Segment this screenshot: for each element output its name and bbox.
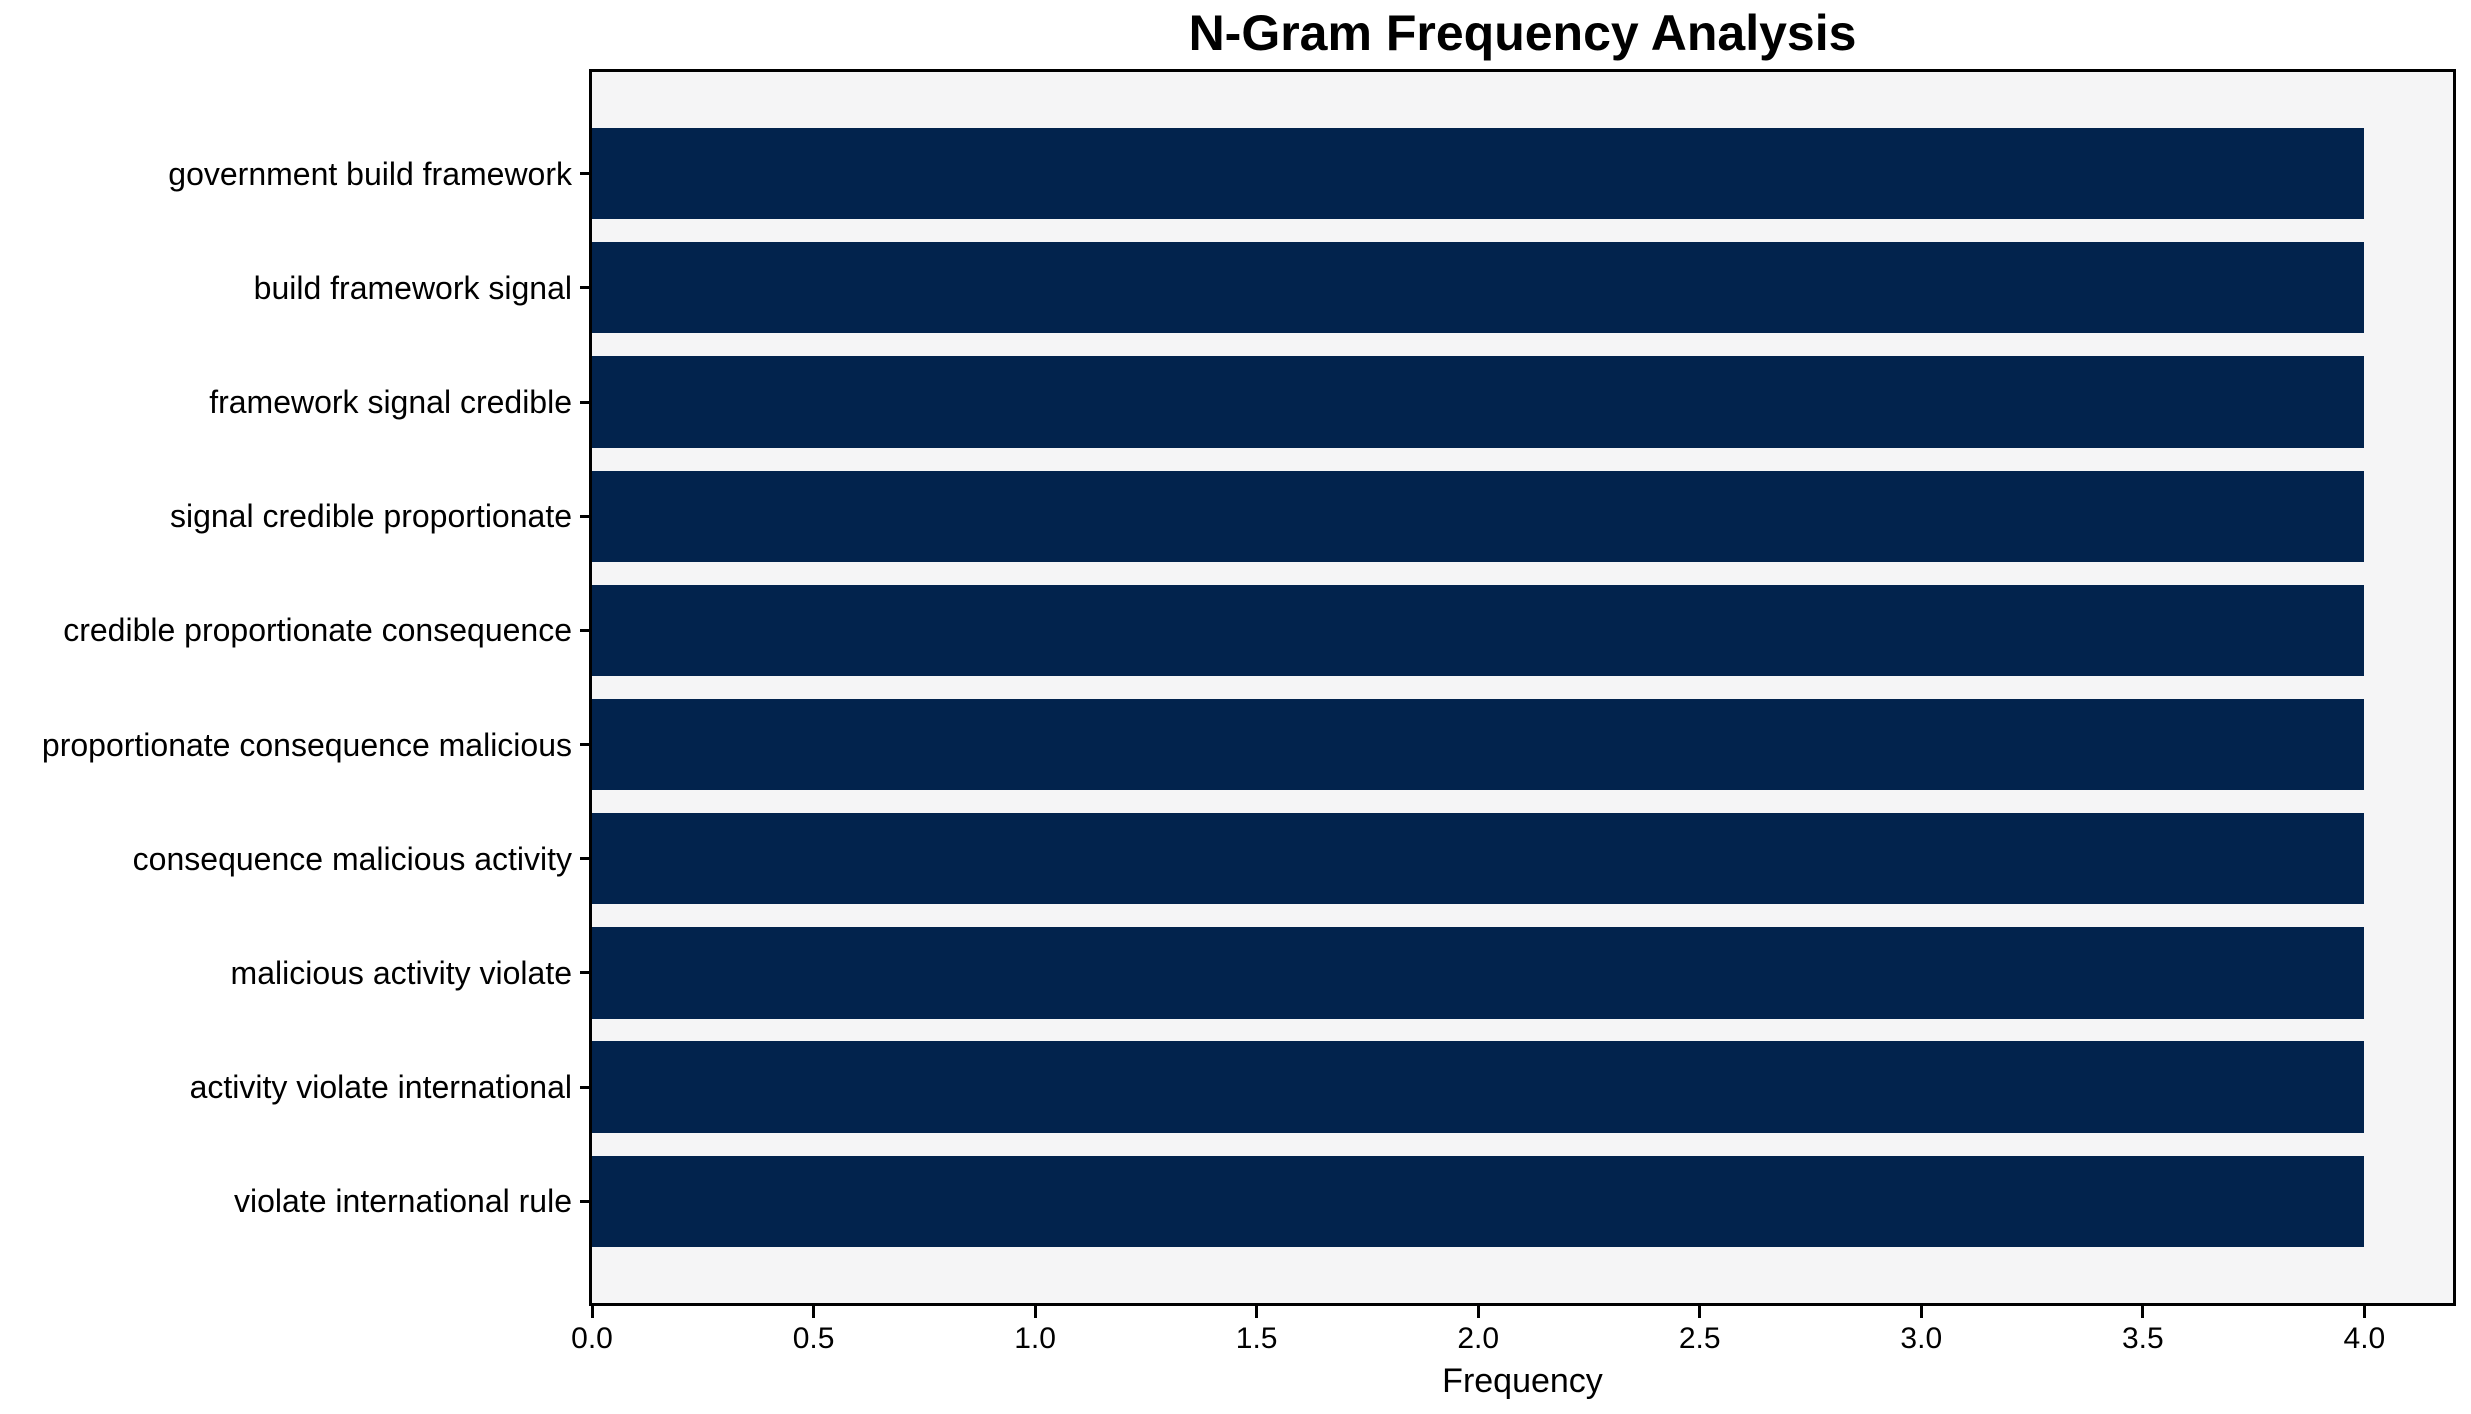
x-tick xyxy=(590,1306,594,1318)
bar xyxy=(592,127,2365,220)
y-tick xyxy=(580,743,592,747)
y-tick xyxy=(580,1085,592,1089)
bar xyxy=(592,242,2365,334)
y-tick xyxy=(580,286,592,290)
y-tick xyxy=(580,400,592,404)
bar xyxy=(592,470,2365,562)
bar xyxy=(592,356,2365,448)
x-tick xyxy=(1919,1306,1923,1318)
y-tick-label: consequence malicious activity xyxy=(132,840,572,877)
y-tick-label: proportionate consequence malicious xyxy=(41,726,572,763)
x-tick xyxy=(2362,1306,2366,1318)
y-tick-label: violate international rule xyxy=(234,1183,572,1220)
x-tick-label: 4.0 xyxy=(2343,1322,2386,1355)
x-tick-label: 2.5 xyxy=(1678,1322,1721,1355)
x-tick-label: 0.0 xyxy=(571,1322,613,1355)
x-tick-label: 1.5 xyxy=(1235,1322,1278,1355)
y-tick-label: credible proportionate consequence xyxy=(63,612,572,649)
x-tick xyxy=(2141,1306,2145,1318)
y-tick-label: government build framework xyxy=(168,155,572,192)
y-tick-label: build framework signal xyxy=(253,269,572,306)
y-tick xyxy=(580,1199,592,1203)
bar xyxy=(592,813,2365,905)
bar xyxy=(592,1155,2365,1248)
y-tick xyxy=(580,857,592,861)
y-tick xyxy=(580,514,592,518)
x-tick-label: 0.5 xyxy=(792,1322,835,1355)
x-tick xyxy=(1698,1306,1702,1318)
y-tick-label: activity violate international xyxy=(189,1069,572,1106)
y-tick xyxy=(580,628,592,632)
x-tick-label: 2.0 xyxy=(1457,1322,1500,1355)
bar xyxy=(592,584,2365,677)
plot-area xyxy=(589,69,2456,1306)
y-tick xyxy=(580,971,592,975)
x-tick-label: 1.0 xyxy=(1014,1322,1056,1355)
bar xyxy=(592,698,2365,791)
x-tick-label: 3.0 xyxy=(1900,1322,1943,1355)
x-tick xyxy=(1033,1306,1037,1318)
x-tick-label: 3.5 xyxy=(2121,1322,2164,1355)
bar xyxy=(592,1041,2365,1133)
bar xyxy=(592,927,2365,1019)
x-axis-title: Frequency xyxy=(1442,1362,1603,1400)
x-tick xyxy=(1255,1306,1259,1318)
x-tick xyxy=(1476,1306,1480,1318)
y-tick-label: signal credible proportionate xyxy=(169,498,572,535)
x-tick xyxy=(812,1306,816,1318)
y-tick-label: malicious activity violate xyxy=(230,954,572,991)
y-tick-label: framework signal credible xyxy=(209,384,572,421)
y-tick xyxy=(580,172,592,176)
chart-title: N-Gram Frequency Analysis xyxy=(1188,5,1857,61)
